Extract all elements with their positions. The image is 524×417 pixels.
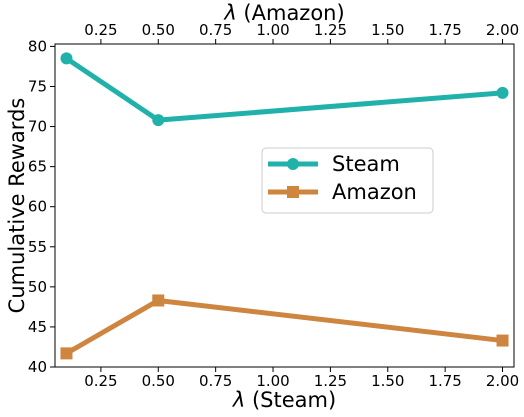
data-point-amazon [152, 294, 165, 307]
y-tick-label: 70 [28, 118, 47, 136]
x-top-tick-label: 1.50 [371, 21, 404, 39]
data-point-steam [60, 52, 73, 65]
x-axis-top-title: λ (Amazon) [223, 1, 344, 25]
legend-marker-steam [287, 158, 299, 170]
legend: Steam Amazon [261, 147, 434, 214]
plot-content [60, 52, 509, 360]
series-line-amazon [63, 297, 506, 356]
y-tick-label: 75 [28, 77, 47, 95]
y-tick-label: 55 [28, 238, 47, 256]
y-tick-label: 60 [28, 198, 47, 216]
x-tick-label: 1.00 [256, 372, 289, 390]
series-line-steam [63, 55, 506, 123]
x-top-tick-label: 2.00 [486, 21, 519, 39]
y-tick-label: 50 [28, 278, 47, 296]
x-tick-label: 1.25 [314, 372, 347, 390]
x-top-tick-label: 0.25 [84, 21, 117, 39]
x-tick-label: 1.75 [428, 372, 461, 390]
y-tick-label: 65 [28, 158, 47, 176]
data-point-amazon [496, 334, 509, 347]
x-top-tick-label: 0.50 [142, 21, 175, 39]
x-top-tick-label: 1.75 [428, 21, 461, 39]
x-tick-label: 0.50 [142, 372, 175, 390]
y-axis-title: Cumulative Rewards [5, 98, 29, 314]
data-point-steam [152, 114, 165, 127]
x-tick-label: 0.25 [84, 372, 117, 390]
y-tick-label: 45 [28, 318, 47, 336]
x-tick-label: 2.00 [486, 372, 519, 390]
legend-label-steam: Steam [332, 152, 400, 176]
plot-frame [54, 43, 515, 368]
data-point-steam [496, 86, 509, 99]
x-axis-bottom-title: λ (Steam) [232, 388, 336, 412]
y-tick-label: 40 [28, 358, 47, 376]
x-axis-top: 0.25 0.50 0.75 1.00 1.25 1.50 1.75 2.00 [84, 21, 519, 44]
x-tick-label: 0.75 [199, 372, 232, 390]
x-top-tick-label: 1.00 [256, 21, 289, 39]
y-tick-label: 80 [28, 37, 47, 55]
y-axis: 40 45 50 55 60 65 70 75 80 [28, 37, 55, 376]
legend-marker-amazon [287, 186, 299, 198]
x-axis-bottom: 0.25 0.50 0.75 1.00 1.25 1.50 1.75 2.00 [84, 367, 519, 390]
x-top-tick-label: 1.25 [314, 21, 347, 39]
legend-label-amazon: Amazon [332, 180, 417, 204]
x-tick-label: 1.50 [371, 372, 404, 390]
x-top-tick-label: 0.75 [199, 21, 232, 39]
data-point-amazon [60, 347, 73, 360]
